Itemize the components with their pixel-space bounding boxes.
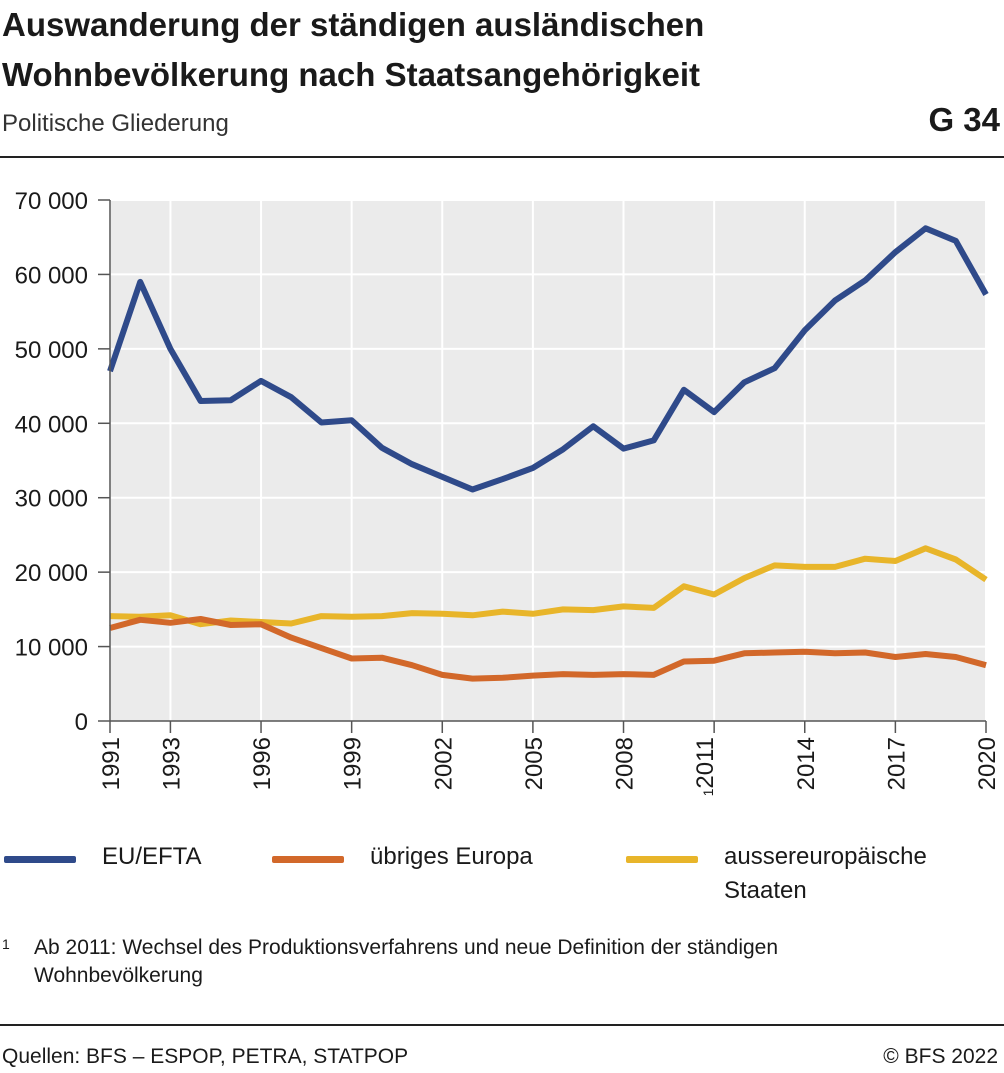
y-tick-label: 10 000 [15,635,88,662]
x-tick-label: 2005 [521,737,548,790]
legend-swatch-uebriges-europa [272,856,344,863]
y-axis: 0 10 000 20 000 30 000 40 000 50 000 60 000 70 … [15,188,111,736]
x-tick-label: 1999 [340,737,367,790]
y-tick-label: 50 000 [15,337,88,364]
chart-title: Auswanderung der ständigen ausländischen… [2,0,902,100]
x-tick-label: 1996 [249,737,276,790]
x-tick-label: 1993 [158,737,185,790]
x-axis: 1991 1993 1996 1999 2002 2005 2008 12011 2014 201… [98,720,1001,796]
x-tick-label: 2017 [883,737,910,790]
x-tick-label: 2020 [974,737,1001,790]
legend: EU/EFTA übriges Europa aussereuropäische… [0,840,1004,920]
x-tick-label: 2014 [793,737,820,790]
footnote-mark: 1 [2,936,10,952]
top-divider [0,156,1004,158]
legend-item-aussereuropaeische-staaten: aussereuropäische Staaten [626,840,964,908]
x-tick-label: 12011 [692,737,719,796]
y-tick-label: 70 000 [15,188,88,215]
y-tick-label: 30 000 [15,486,88,513]
graphic-number: G 34 [928,101,1000,138]
chart-title-line-1: Auswanderung der ständigen ausländischen [2,6,705,43]
chart-subtitle: Politische Gliederung [2,110,229,137]
x-tick-label: 2008 [612,737,639,790]
x-tick-label: 2002 [430,737,457,790]
legend-item-eu-efta: EU/EFTA [4,840,202,874]
series-line-uebriges-europa [109,616,987,682]
legend-label-eu-efta: EU/EFTA [102,843,202,870]
bottom-divider [0,1024,1004,1026]
legend-label-uebriges-europa: übriges Europa [370,843,533,870]
y-tick-label: 20 000 [15,560,88,587]
legend-label-aussereuropaeische-staaten: aussereuropäische Staaten [724,843,927,904]
sources: Quellen: BFS – ESPOP, PETRA, STATPOP [2,1045,409,1068]
series-line-eu-efta [107,225,989,493]
line-chart: 0 10 000 20 000 30 000 40 000 50 000 60 000 70 … [15,188,1001,796]
legend-item-uebriges-europa: übriges Europa [272,840,533,874]
legend-swatch-eu-efta [4,856,76,863]
chart-title-line-2: Wohnbevölkerung nach Staatsangehörigkeit [2,56,701,93]
footnote-text: Ab 2011: Wechsel des Produktionsverfahre… [34,936,779,987]
x-tick-footnote-mark: 1 [700,788,716,796]
copyright: © BFS 2022 [883,1045,998,1068]
y-tick-label: 40 000 [15,411,88,438]
y-tick-label: 0 [75,709,88,736]
series-lines [107,225,989,682]
footnote: 1 Ab 2011: Wechsel des Produktionsverfah… [0,934,990,990]
x-tick-label: 1991 [98,737,125,790]
legend-swatch-aussereuropaeische-staaten [626,856,698,863]
y-tick-label: 60 000 [15,262,88,289]
